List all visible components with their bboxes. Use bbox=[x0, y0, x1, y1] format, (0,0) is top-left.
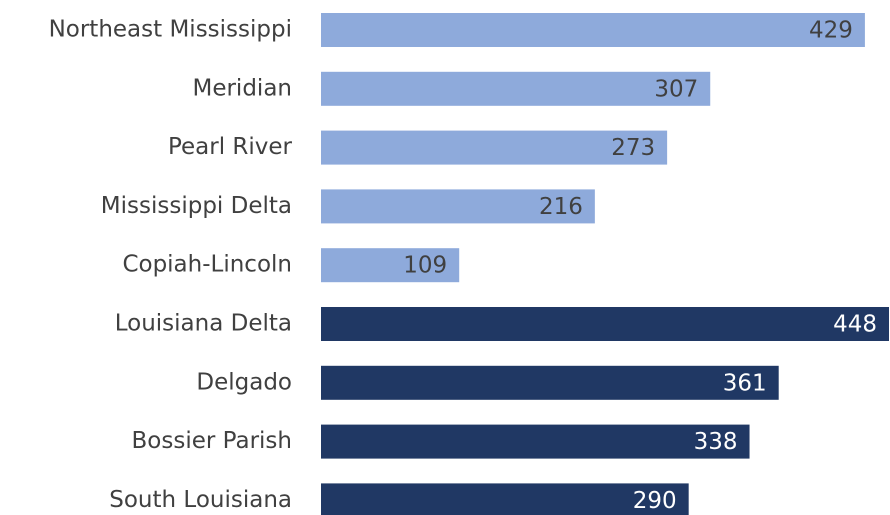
value-label: 361 bbox=[723, 370, 767, 396]
category-label: Delgado bbox=[196, 369, 292, 395]
value-label: 338 bbox=[694, 429, 738, 455]
category-label: Mississippi Delta bbox=[101, 193, 292, 219]
value-label: 429 bbox=[809, 18, 853, 44]
category-label: South Louisiana bbox=[109, 487, 292, 513]
value-label: 448 bbox=[833, 312, 877, 338]
value-label: 273 bbox=[611, 135, 655, 161]
value-label: 290 bbox=[633, 488, 677, 514]
bar bbox=[321, 248, 460, 283]
value-label: 307 bbox=[654, 76, 698, 102]
bar bbox=[321, 13, 865, 47]
bar bbox=[321, 71, 711, 106]
bar bbox=[321, 424, 750, 459]
category-label: Meridian bbox=[192, 75, 292, 101]
category-label: Bossier Parish bbox=[132, 428, 292, 454]
category-label: Pearl River bbox=[168, 134, 293, 160]
value-label: 109 bbox=[403, 253, 447, 279]
category-label: Louisiana Delta bbox=[115, 311, 292, 337]
category-label: Copiah-Lincoln bbox=[122, 252, 292, 278]
bar bbox=[321, 365, 779, 400]
bar bbox=[321, 483, 689, 515]
bar bbox=[321, 307, 889, 341]
bar bbox=[321, 130, 668, 165]
value-label: 216 bbox=[539, 194, 583, 220]
category-label: Northeast Mississippi bbox=[49, 17, 292, 43]
bar bbox=[321, 189, 595, 224]
